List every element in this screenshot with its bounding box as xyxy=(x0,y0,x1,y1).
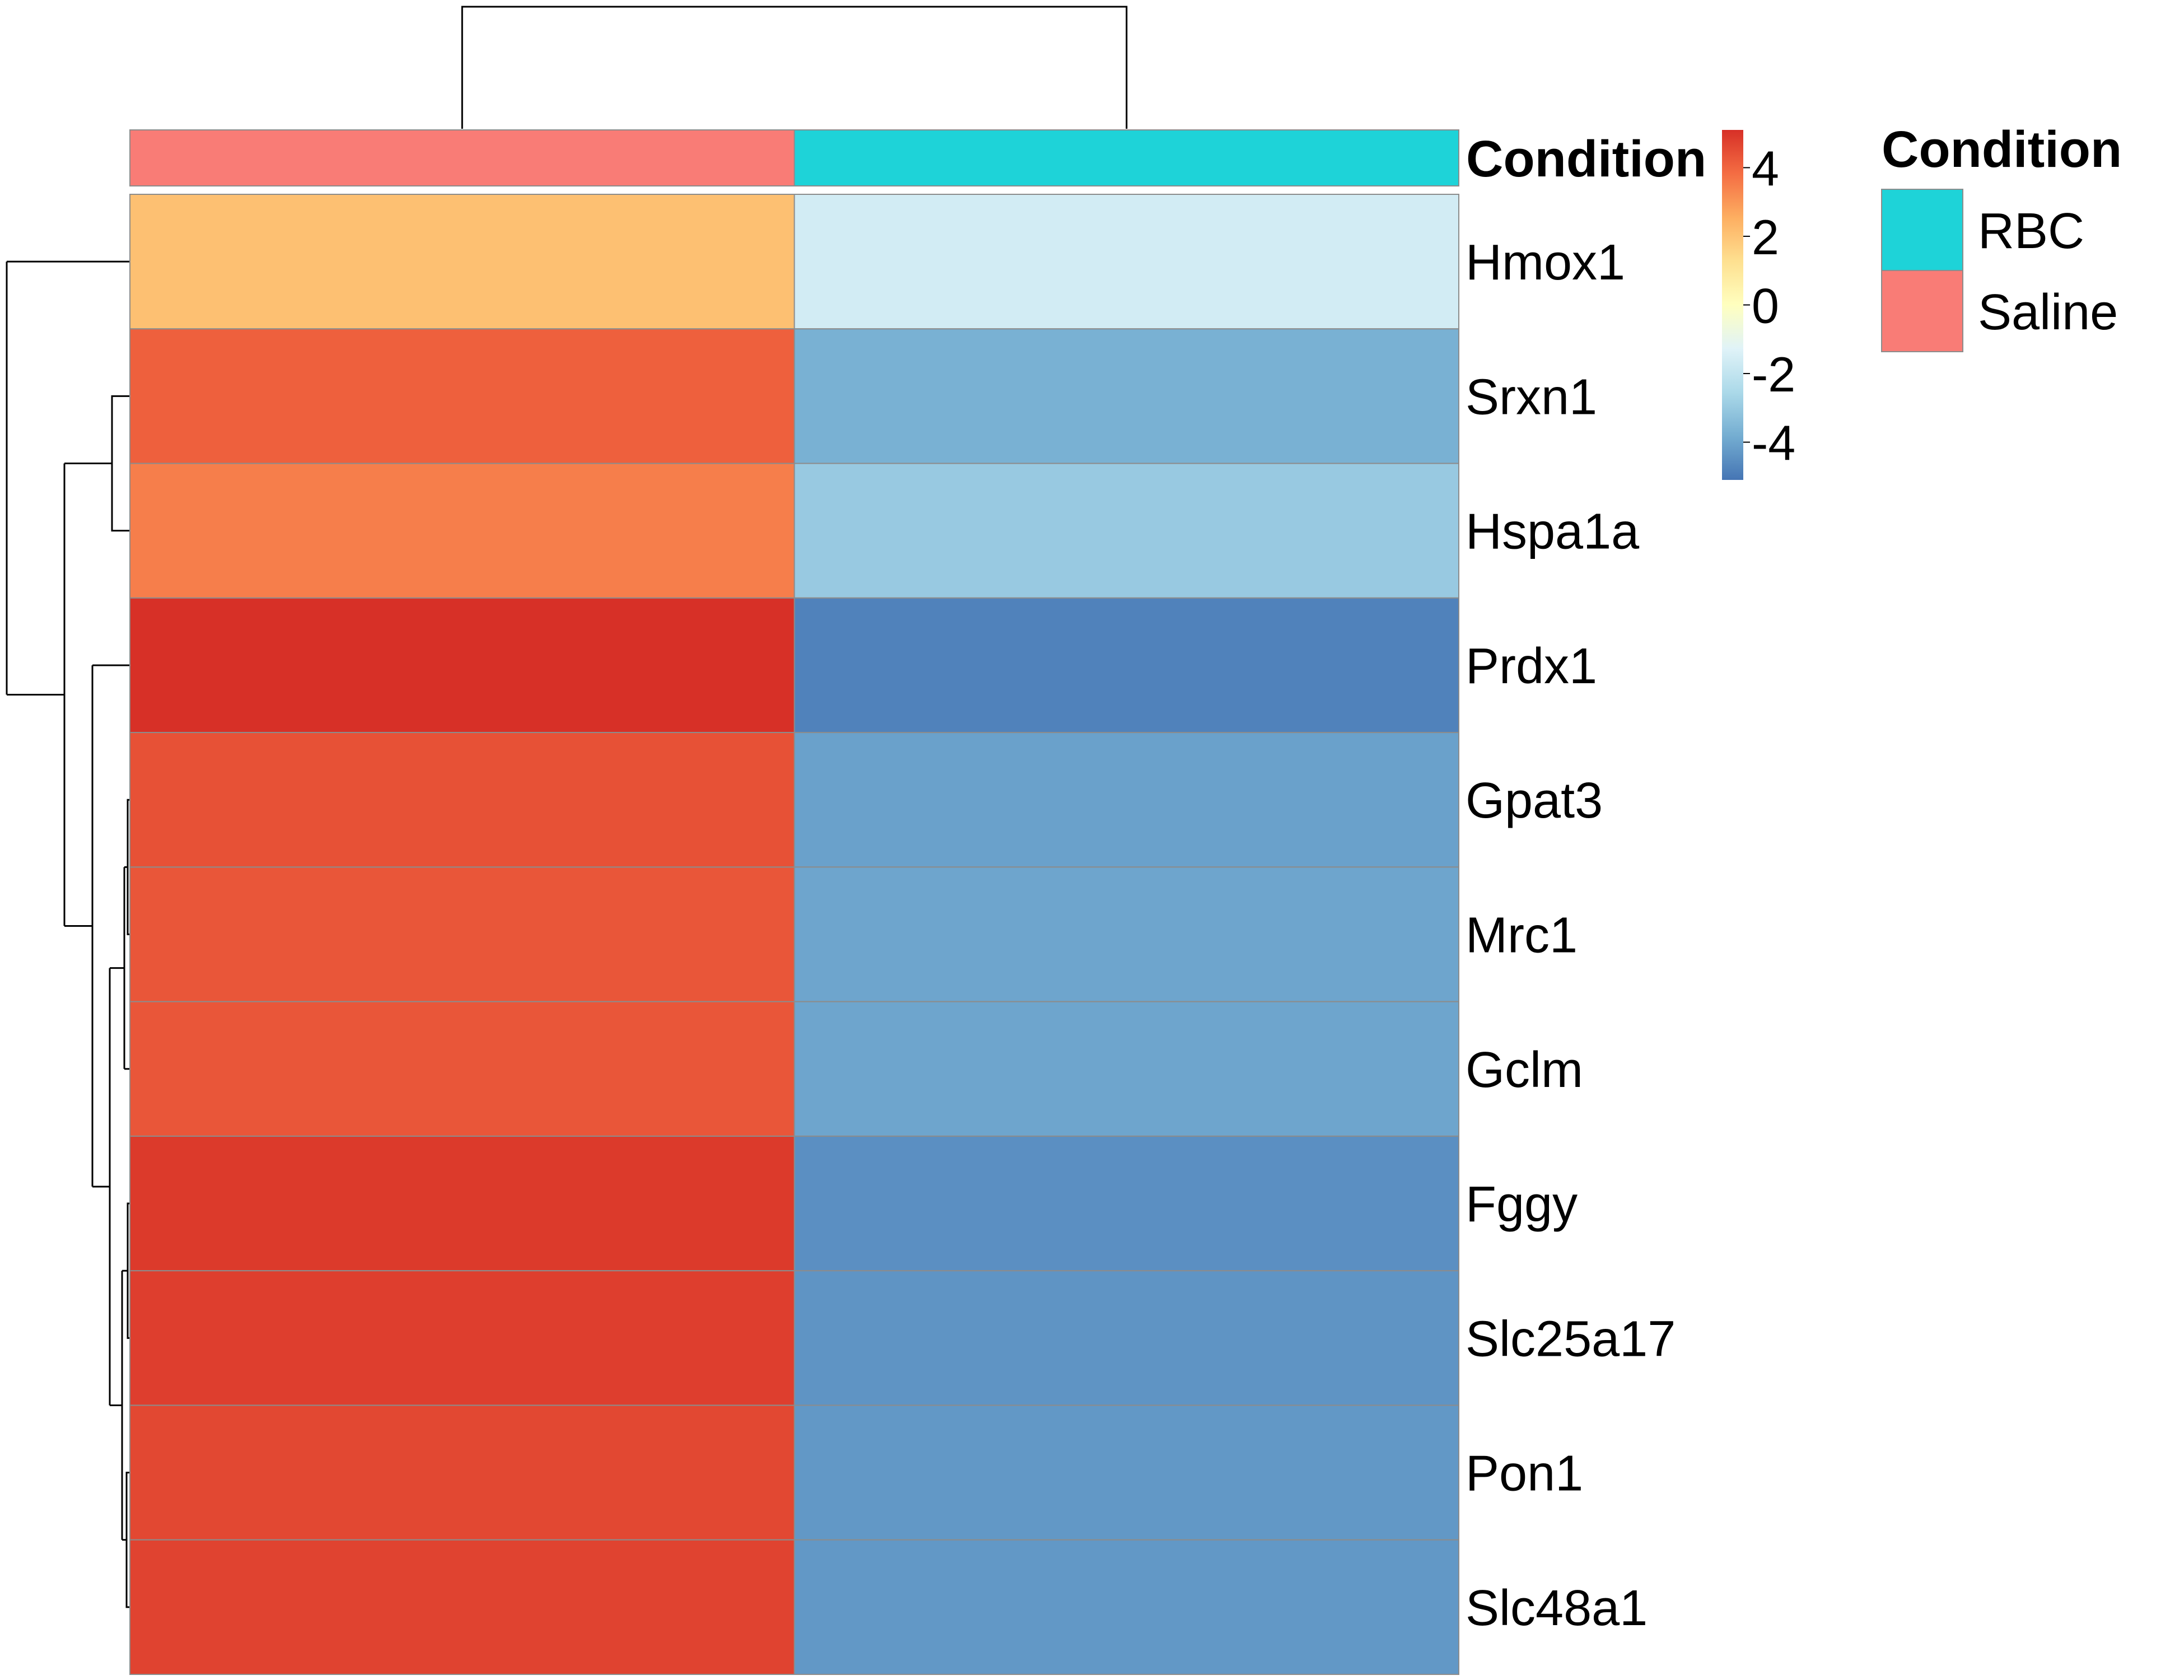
colorbar-tick-label: -2 xyxy=(1752,347,1795,402)
colorbar-tick-label: 2 xyxy=(1752,209,1779,265)
legend-label: RBC xyxy=(1978,203,2084,259)
color-scale-legend xyxy=(1722,130,1743,480)
heatmap-cells xyxy=(129,194,1459,1676)
colorbar-tick-label: 0 xyxy=(1752,278,1779,334)
colorbar-tick-label: 4 xyxy=(1752,141,1779,196)
row-label: Slc25a17 xyxy=(1466,1311,1676,1367)
row-label: Fggy xyxy=(1466,1177,1578,1233)
row-label: Hspa1a xyxy=(1466,504,1640,560)
heatmap-cell xyxy=(129,1539,795,1676)
heatmap-cell xyxy=(129,1270,795,1406)
row-label: Prdx1 xyxy=(1466,638,1597,694)
heatmap-cell xyxy=(794,866,1459,1002)
annotation-cell xyxy=(794,129,1459,186)
dendrogram-branch xyxy=(111,395,130,532)
heatmap-cell xyxy=(129,597,795,734)
row-label: Pon1 xyxy=(1466,1446,1583,1502)
condition-annotation-bar xyxy=(129,129,1459,186)
heatmap-cell xyxy=(794,1001,1459,1137)
legend-items: RBC Saline xyxy=(1881,189,2118,352)
row-label: Gclm xyxy=(1466,1042,1583,1098)
dendrogram-branch xyxy=(461,6,1128,129)
legend-swatch xyxy=(1881,270,1963,352)
heatmap-cell xyxy=(794,328,1459,464)
heatmap-cell xyxy=(129,866,795,1002)
heatmap-cell xyxy=(129,463,795,599)
heatmap-cell xyxy=(129,194,795,330)
annotation-cell xyxy=(129,129,795,186)
heatmap-cell xyxy=(794,1404,1459,1541)
color-scale-ticks: 4 2 0 -2 -4 xyxy=(1743,141,1795,471)
heatmap-cell xyxy=(129,1135,795,1272)
heatmap-cell xyxy=(794,597,1459,734)
heatmap-cell xyxy=(794,194,1459,330)
heatmap-cell xyxy=(794,1539,1459,1676)
heatmap-cell xyxy=(794,1270,1459,1406)
heatmap-cell xyxy=(129,732,795,868)
legend-swatch xyxy=(1881,189,1963,271)
annotation-track-label: Condition xyxy=(1466,130,1706,188)
color-scale-bar xyxy=(1722,130,1743,480)
heatmap-cell xyxy=(794,732,1459,868)
row-label: Hmox1 xyxy=(1466,235,1625,291)
row-label: Gpat3 xyxy=(1466,773,1603,829)
column-dendrogram xyxy=(461,6,1128,129)
legend-label: Saline xyxy=(1978,284,2118,340)
legend-title: Condition xyxy=(1882,121,2122,178)
heatmap-cell xyxy=(129,1404,795,1541)
row-label: Slc48a1 xyxy=(1466,1580,1648,1636)
row-dendrogram xyxy=(6,260,130,1608)
colorbar-tick-label: -4 xyxy=(1752,416,1795,471)
heatmap-cell xyxy=(129,1001,795,1137)
row-label: Srxn1 xyxy=(1466,369,1597,425)
heatmap-cell xyxy=(794,463,1459,599)
heatmap-cell xyxy=(794,1135,1459,1272)
condition-legend: Condition xyxy=(1882,121,2122,178)
heatmap-cell xyxy=(129,328,795,464)
row-label: Mrc1 xyxy=(1466,908,1578,964)
row-labels: Hmox1 Srxn1 Hspa1a Prdx1 Gpat3 Mrc1 Gclm Fggy Sl… xyxy=(1466,235,1676,1636)
